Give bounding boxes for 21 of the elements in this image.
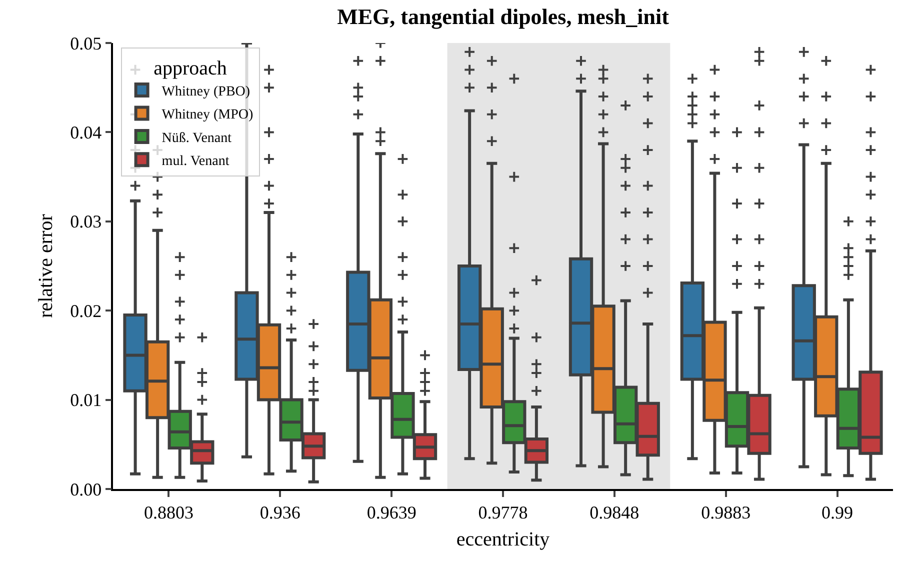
y-tick-label: 0.03 bbox=[70, 212, 102, 232]
y-axis-title: relative error bbox=[35, 214, 58, 318]
x-tick-label: 0.936 bbox=[260, 502, 300, 522]
y-tick-label: 0.05 bbox=[70, 33, 102, 54]
x-tick-label: 0.9639 bbox=[366, 502, 416, 522]
y-tick-label: 0.01 bbox=[70, 390, 102, 410]
x-tick-label: 0.99 bbox=[822, 502, 854, 522]
legend-label: mul. Venant bbox=[162, 154, 230, 170]
x-tick-label: 0.8803 bbox=[144, 502, 194, 522]
x-tick-label: 0.9778 bbox=[478, 502, 528, 522]
x-axis-title: eccentricity bbox=[456, 528, 550, 550]
x-tick-label: 0.9848 bbox=[590, 502, 640, 522]
legend-label: Nüß. Venant bbox=[162, 130, 232, 146]
y-tick-label: 0.02 bbox=[70, 300, 102, 321]
y-tick-label: 0.04 bbox=[70, 122, 102, 142]
legend-label: Whitney (MPO) bbox=[162, 108, 254, 123]
y-tick-label: 0.00 bbox=[70, 479, 102, 500]
x-tick-label: 0.9883 bbox=[701, 502, 751, 522]
legend-label: Whitney (PBO) bbox=[162, 84, 250, 100]
chart-title: MEG, tangential dipoles, mesh_init bbox=[337, 4, 670, 29]
legend-title: approach bbox=[154, 57, 227, 80]
